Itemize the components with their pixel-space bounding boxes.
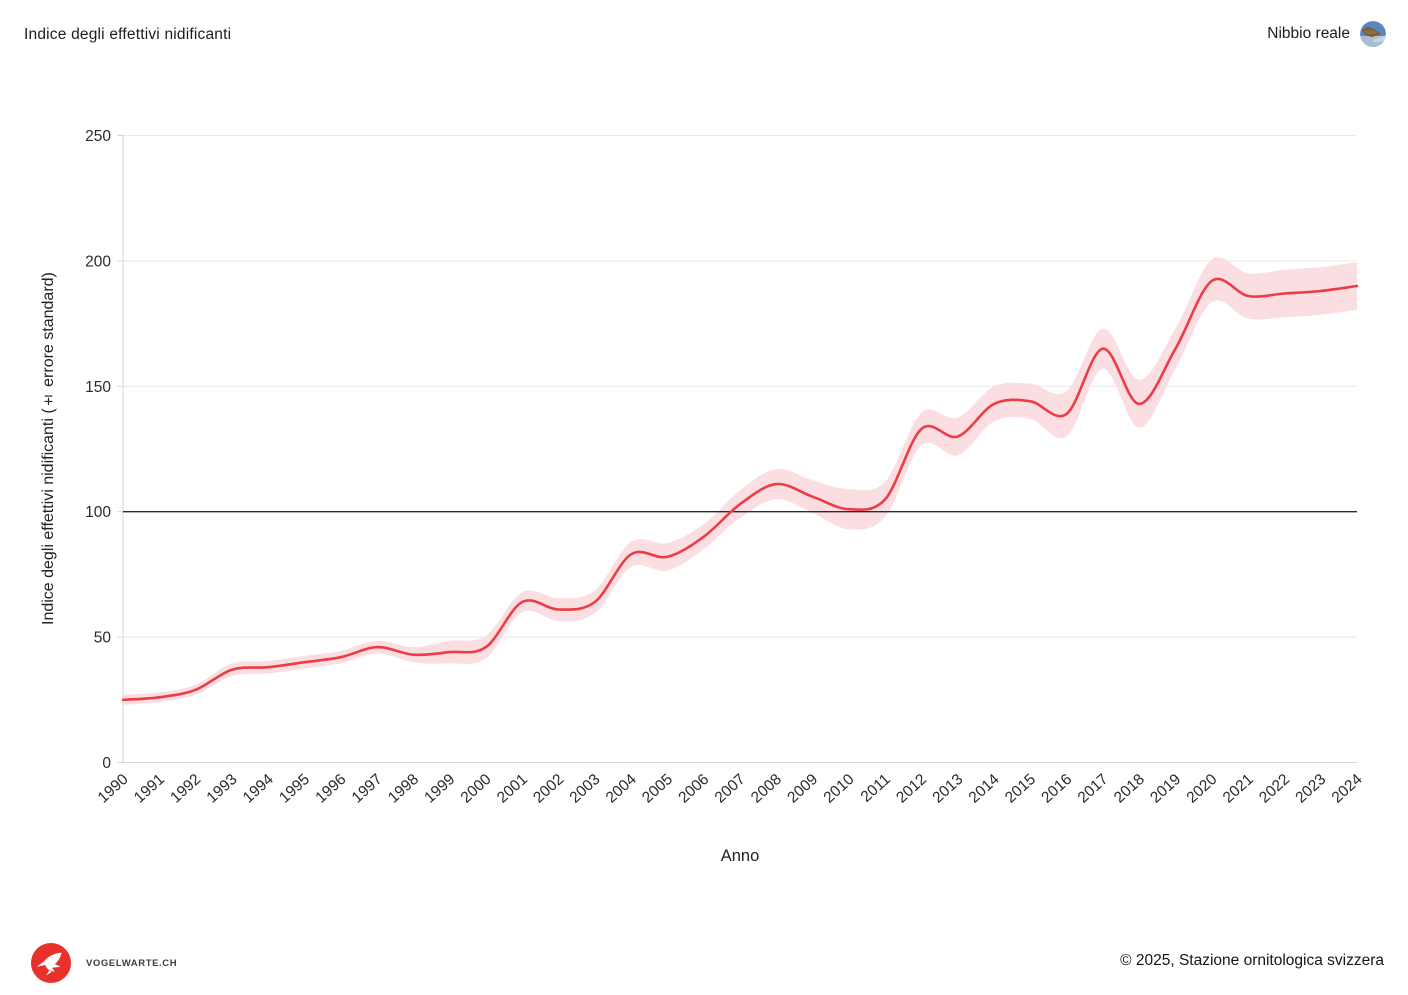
x-tick-label: 2001 [494,771,531,807]
x-tick-label: 1994 [240,771,277,807]
x-tick-label: 2020 [1183,771,1220,807]
x-tick-label: 2014 [966,771,1003,807]
y-axis-title: Indice degli effettivi nidificanti (± er… [40,272,57,626]
x-tick-label: 1997 [349,771,386,807]
x-axis-title: Anno [720,847,760,865]
x-tick-label: 2000 [458,771,495,807]
x-tick-label: 1998 [385,771,422,807]
x-tick-label: 2022 [1256,771,1293,807]
x-tick-label: 2015 [1002,771,1039,807]
x-tick-label: 1990 [95,771,132,807]
x-tick-label: 2003 [566,771,603,807]
y-tick-label: 200 [85,253,111,270]
x-tick-label: 1995 [276,771,313,807]
page-title: Indice degli effettivi nidificanti [24,26,232,43]
x-tick-label: 2006 [675,771,712,807]
x-tick-label: 2016 [1038,771,1075,807]
vogelwarte-bird-icon [30,942,72,984]
y-tick-label: 150 [85,379,111,396]
x-tick-label: 2017 [1075,771,1112,807]
species-name: Nibbio reale [1267,25,1350,42]
x-tick-label: 2021 [1220,771,1257,807]
species-header: Nibbio reale [1267,21,1386,47]
x-tick-label: 1996 [312,771,349,807]
index-trend-line [121,277,1359,702]
x-tick-label: 1999 [421,771,458,807]
species-avatar-photo [1360,21,1386,47]
x-tick-label: 2008 [748,771,785,807]
vogelwarte-logo-text: VOGELWARTE.CH [86,957,178,969]
y-tick-label: 250 [85,128,111,145]
x-tick-label: 2023 [1292,771,1329,807]
x-tick-label: 1993 [204,771,241,807]
copyright-text: © 2025, Stazione ornitologica svizzera [1120,952,1384,969]
x-tick-label: 2009 [784,771,821,807]
x-tick-label: 2012 [893,771,930,807]
y-tick-label: 50 [94,630,112,647]
x-tick-label: 2005 [639,771,676,807]
y-tick-label: 0 [102,755,111,772]
x-tick-label: 2013 [929,771,966,807]
x-tick-label: 2011 [858,771,894,806]
x-tick-label: 2024 [1329,771,1366,807]
x-tick-label: 2007 [712,771,749,807]
x-tick-label: 2002 [530,771,567,807]
x-tick-label: 2018 [1111,771,1148,807]
vogelwarte-logo: VOGELWARTE.CH [30,942,177,984]
confidence-band [123,257,1357,705]
x-tick-label: 2019 [1147,771,1184,807]
x-tick-label: 1992 [167,771,204,807]
y-tick-label: 100 [85,504,111,521]
x-tick-label: 2004 [603,771,640,807]
x-tick-label: 1991 [131,771,168,807]
x-tick-label: 2010 [821,771,858,807]
